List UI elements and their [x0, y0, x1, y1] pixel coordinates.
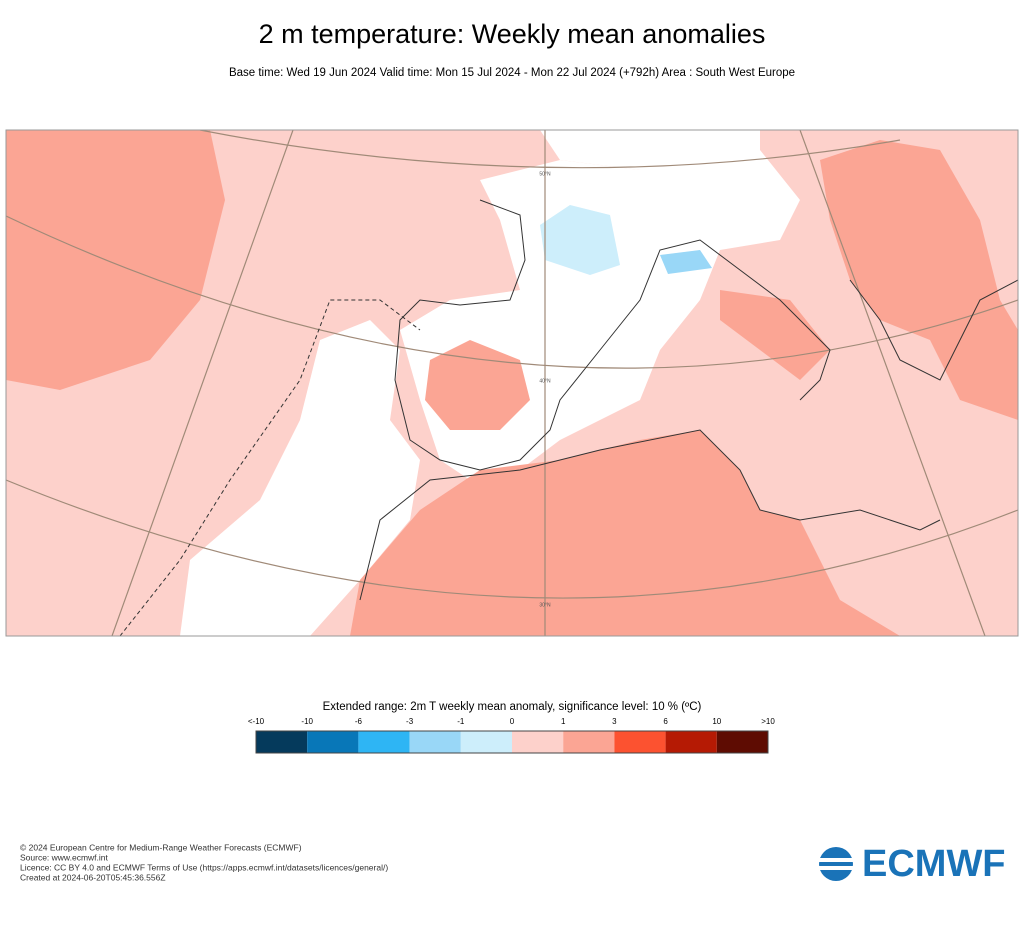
- logo-text: ECMWF: [862, 843, 1006, 885]
- footer-line: Created at 2024-06-20T05:45:36.556Z: [20, 872, 166, 882]
- colorbar: <-10 -10 -6 -3 -1 0 1 3 6 10 >10: [248, 717, 775, 754]
- colorbar-label: 6: [663, 717, 668, 726]
- footer-line: Licence: CC BY 4.0 and ECMWF Terms of Us…: [20, 862, 388, 872]
- colorbar-label: >10: [761, 717, 775, 726]
- colorbar-label: -10: [301, 717, 313, 726]
- graticule: [6, 130, 1018, 636]
- colorbar-label: 10: [712, 717, 721, 726]
- colorbar-label: -1: [457, 717, 465, 726]
- colorbar-bin: [460, 731, 512, 753]
- colorbar-label: 3: [612, 717, 617, 726]
- colorbar-label: -6: [355, 717, 363, 726]
- coastline: [359, 199, 1018, 601]
- colorbar-bin: [256, 731, 308, 753]
- logo-mark: [816, 858, 856, 862]
- subtitle: Base time: Wed 19 Jun 2024 Valid time: M…: [229, 67, 795, 79]
- legend-title: Extended range: 2m T weekly mean anomaly…: [323, 701, 702, 713]
- map: 50°N 40°N 30°N: [5, 129, 1019, 637]
- anomaly-area: [720, 290, 830, 380]
- anomaly-area: [6, 130, 225, 390]
- anomaly-area: [540, 205, 620, 275]
- colorbar-bin: [563, 731, 615, 753]
- map-frame: [5, 129, 1019, 637]
- anomaly-area: [820, 140, 1018, 420]
- anomaly-area: [540, 130, 760, 170]
- title: 2 m temperature: Weekly mean anomalies: [259, 19, 766, 49]
- logo: ECMWF: [816, 843, 1006, 885]
- colorbar-bin: [409, 731, 461, 753]
- logo-mark: [816, 866, 856, 870]
- footer-line: © 2024 European Centre for Medium-Range …: [20, 842, 302, 852]
- colorbar-bin: [716, 731, 768, 753]
- colorbar-bin: [614, 731, 666, 753]
- colorbar-label: <-10: [248, 717, 265, 726]
- anomaly-area: [660, 250, 712, 274]
- colorbar-label: 1: [561, 717, 566, 726]
- logo-mark: [819, 847, 853, 881]
- colorbar-bin: [307, 731, 359, 753]
- anomaly-area: [350, 430, 900, 636]
- lat-label: 50°N: [539, 171, 551, 177]
- colorbar-label: 0: [510, 717, 515, 726]
- lat-label: 30°N: [539, 602, 551, 608]
- colorbar-bin: [512, 731, 564, 753]
- footer-line: Source: www.ecmwf.int: [20, 852, 108, 862]
- footer: © 2024 European Centre for Medium-Range …: [20, 842, 388, 882]
- colorbar-frame: [255, 730, 769, 754]
- colorbar-bin: [665, 731, 717, 753]
- colorbar-label: -3: [406, 717, 414, 726]
- colorbar-bin: [358, 731, 410, 753]
- lat-label: 40°N: [539, 378, 551, 384]
- significance-contour: [119, 299, 421, 636]
